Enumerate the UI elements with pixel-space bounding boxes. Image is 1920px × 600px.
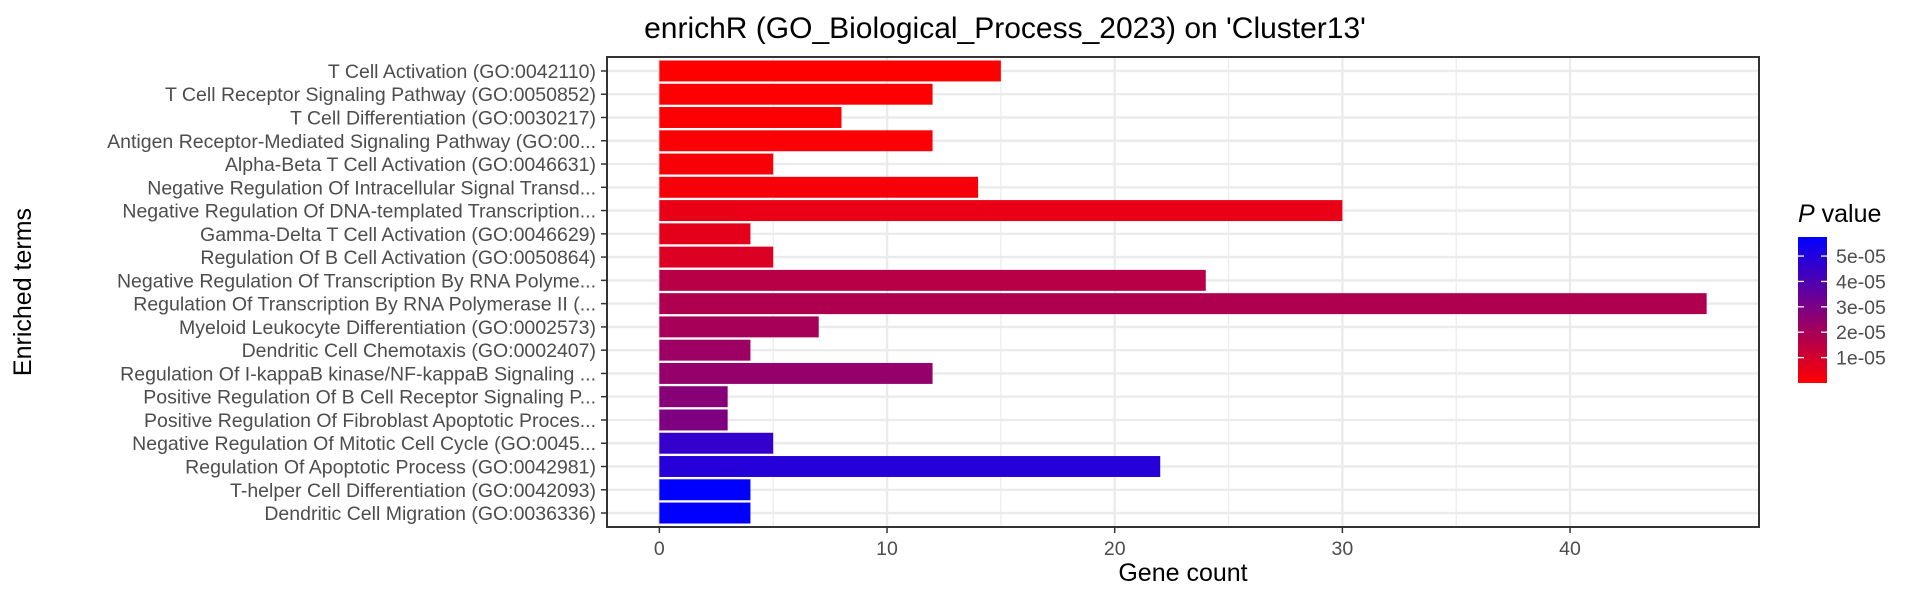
x-axis-label: Gene count [1118,559,1247,587]
bar [659,432,774,454]
bar [659,107,842,128]
legend-title: P value [1798,200,1881,228]
x-tick-label: 40 [1559,538,1581,560]
x-tick-label: 20 [1104,538,1126,560]
legend-tick-label: 2e-05 [1836,322,1886,344]
legend-tick-label: 1e-05 [1836,348,1886,370]
bar [659,479,751,501]
bar [659,339,751,361]
y-tick-label: Alpha-Beta T Cell Activation (GO:0046631… [225,154,596,176]
legend-ticks: 1e-05 2e-05 3e-05 4e-05 5e-05 [1798,246,1886,370]
bar [659,409,728,431]
bar [659,269,1206,291]
y-tick-label: Regulation Of Transcription By RNA Polym… [133,294,596,316]
y-tick-label: Myeloid Leukocyte Differentiation (GO:00… [179,317,596,339]
bar [659,246,774,268]
bar [659,60,1001,82]
bar [659,223,751,245]
y-tick-label: Regulation Of B Cell Activation (GO:0050… [200,247,596,269]
bar [659,176,979,198]
bar [659,456,1161,477]
y-tick-label: Regulation Of I-kappaB kinase/NF-kappaB … [120,363,596,385]
plot-panel-border [606,56,1760,528]
y-axis: T Cell Activation (GO:0042110)T Cell Rec… [107,61,607,525]
x-axis: 0 10 20 30 40 [654,527,1581,560]
y-tick-label: Dendritic Cell Migration (GO:0036336) [264,503,596,525]
y-axis-label: Enriched terms [9,208,37,376]
bar [659,153,774,175]
bar [659,130,933,152]
x-tick-label: 0 [654,538,665,560]
x-tick-label: 10 [876,538,898,560]
y-tick-label: T-helper Cell Differentiation (GO:004209… [230,480,596,502]
bar [659,362,933,384]
y-tick-label: T Cell Activation (GO:0042110) [328,61,596,83]
legend-tick-label: 4e-05 [1836,271,1886,293]
y-tick-label: Regulation Of Apoptotic Process (GO:0042… [185,457,596,479]
legend-title-p: P [1798,200,1815,228]
legend-colorbar [1798,237,1827,383]
y-tick-label: Dendritic Cell Chemotaxis (GO:0002407) [242,340,596,362]
bar [659,386,728,408]
bar [659,200,1343,222]
chart-title: enrichR (GO_Biological_Process_2023) on … [644,12,1366,45]
y-tick-label: Negative Regulation Of Transcription By … [117,270,596,292]
legend-tick-label: 3e-05 [1836,297,1886,319]
y-tick-label: Negative Regulation Of DNA-templated Tra… [122,201,596,223]
bar [659,83,933,105]
y-tick-label: Positive Regulation Of Fibroblast Apopto… [144,410,596,432]
bar [659,293,1707,315]
y-tick-label: Negative Regulation Of Mitotic Cell Cycl… [132,433,596,455]
bar [659,502,751,524]
y-tick-label: Antigen Receptor-Mediated Signaling Path… [107,131,596,153]
y-tick-label: Negative Regulation Of Intracellular Sig… [147,177,596,199]
y-tick-label: T Cell Differentiation (GO:0030217) [290,107,596,129]
bars [659,60,1707,524]
x-tick-label: 30 [1332,538,1354,560]
y-tick-label: T Cell Receptor Signaling Pathway (GO:00… [165,84,596,106]
legend-tick-label: 5e-05 [1836,246,1886,268]
y-tick-label: Gamma-Delta T Cell Activation (GO:004662… [200,224,596,246]
legend-title-value: value [1815,200,1882,228]
y-tick-label: Positive Regulation Of B Cell Receptor S… [143,387,596,409]
bar [659,316,819,338]
pvalue-legend: P value 1e-05 2e-05 3e-05 4e-05 5e-05 [1798,200,1886,383]
